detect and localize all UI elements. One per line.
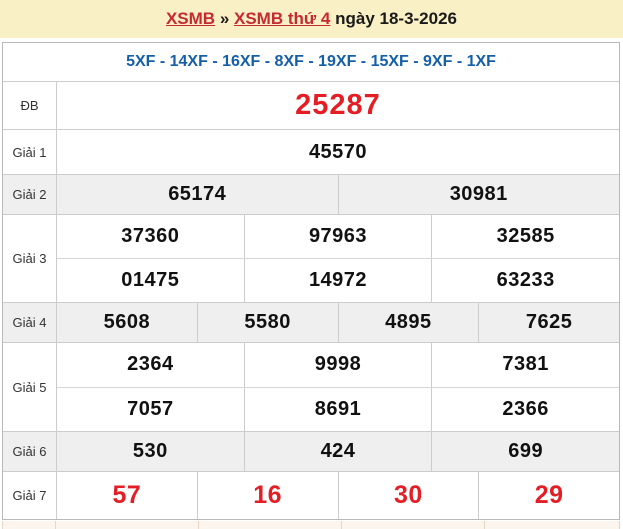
prize-values: 2364 9998 7381 7057 8691 2366	[57, 343, 619, 431]
prize-number: 530	[132, 440, 168, 462]
prize-number: 45570	[308, 140, 368, 163]
prize-row-2: Giải 2 65174 30981	[3, 175, 619, 215]
prize-values: 65174 30981	[57, 175, 619, 214]
prize-row-4: Giải 4 5608 5580 4895 7625	[3, 303, 619, 343]
prize-label: ĐB	[3, 82, 57, 129]
prize-number: 7625	[478, 303, 619, 342]
prize-values: 37360 97963 32585 01475 14972 63233	[57, 215, 619, 302]
prize-line: 5608 5580 4895 7625	[57, 303, 619, 342]
prize-number: 7381	[431, 343, 619, 387]
prize-label: Giải 3	[3, 215, 57, 302]
prize-number: 16	[196, 472, 338, 519]
prize-number: 9998	[243, 343, 432, 387]
prize-label: Giải 1	[3, 130, 57, 174]
prize-line: 57 16 30 29	[57, 472, 619, 519]
prize-number: 2366	[431, 387, 619, 431]
prize-values: 530 424 699	[57, 432, 619, 471]
prize-line: 7057 8691 2366	[57, 386, 619, 431]
prize-number: 25287	[295, 89, 381, 121]
next-section-cell	[342, 521, 485, 529]
prize-number: 5580	[196, 303, 338, 342]
prize-values: 25287	[57, 82, 619, 129]
prize-number: 2364	[127, 353, 174, 376]
prize-number: 65174	[168, 183, 227, 205]
prize-label: Giải 6	[3, 432, 57, 471]
prize-line: 45570	[57, 130, 619, 174]
prize-values: 45570	[57, 130, 619, 174]
prize-label: Giải 5	[3, 343, 57, 431]
prize-number: 4895	[337, 303, 479, 342]
prize-label: Giải 4	[3, 303, 57, 342]
prize-number: 63233	[431, 259, 619, 302]
prize-number: 32585	[431, 215, 619, 258]
next-section-cell	[56, 521, 199, 529]
prize-number: 14972	[243, 259, 432, 302]
prize-row-6: Giải 6 530 424 699	[3, 432, 619, 472]
breadcrumb-link-day[interactable]: XSMB thứ 4	[234, 9, 331, 28]
prize-line: 01475 14972 63233	[57, 258, 619, 302]
prize-number: 8691	[243, 387, 432, 431]
prize-number: 29	[478, 472, 619, 519]
prize-row-7: Giải 7 57 16 30 29	[3, 472, 619, 519]
prize-line: 65174 30981	[57, 175, 619, 214]
next-section-cell	[485, 521, 619, 529]
next-section-sliver	[2, 521, 620, 529]
prize-number: 30	[337, 472, 479, 519]
breadcrumb-date: ngày 18-3-2026	[330, 9, 458, 28]
breadcrumb-separator: »	[215, 9, 234, 28]
breadcrumb: XSMB » XSMB thứ 4 ngày 18-3-2026	[0, 0, 623, 38]
results-table-body: ĐB 25287 Giải 1 45570 Giải 2 65174 30981 Giải 3…	[3, 82, 619, 519]
prize-row-1: Giải 1 45570	[3, 130, 619, 175]
prize-values: 5608 5580 4895 7625	[57, 303, 619, 342]
prize-number: 57	[112, 481, 142, 509]
prize-line: 2364 9998 7381	[57, 343, 619, 387]
prize-number: 01475	[121, 269, 180, 291]
prize-number: 97963	[243, 215, 432, 258]
prize-row-0: ĐB 25287	[3, 82, 619, 130]
prize-label: Giải 7	[3, 472, 57, 519]
breadcrumb-link-xsmb[interactable]: XSMB	[165, 9, 216, 28]
signs-header-row: 5XF - 14XF - 16XF - 8XF - 19XF - 15XF - …	[3, 43, 619, 82]
prize-values: 57 16 30 29	[57, 472, 619, 519]
prize-row-3: Giải 3 37360 97963 32585 01475 14972 63233	[3, 215, 619, 303]
prize-line: 530 424 699	[57, 432, 619, 471]
prize-number: 424	[243, 432, 432, 471]
prize-number: 5608	[103, 311, 151, 333]
next-section-cell	[3, 521, 56, 529]
prize-row-5: Giải 5 2364 9998 7381 7057 8691 2366	[3, 343, 619, 432]
prize-number: 30981	[337, 175, 620, 214]
prize-number: 7057	[127, 397, 174, 420]
prize-label: Giải 2	[3, 175, 57, 214]
results-table: 5XF - 14XF - 16XF - 8XF - 19XF - 15XF - …	[2, 42, 620, 520]
prize-line: 37360 97963 32585	[57, 215, 619, 258]
prize-number: 699	[431, 432, 619, 471]
prize-line: 25287	[57, 82, 619, 129]
next-section-cell	[199, 521, 342, 529]
prize-number: 37360	[121, 225, 180, 247]
